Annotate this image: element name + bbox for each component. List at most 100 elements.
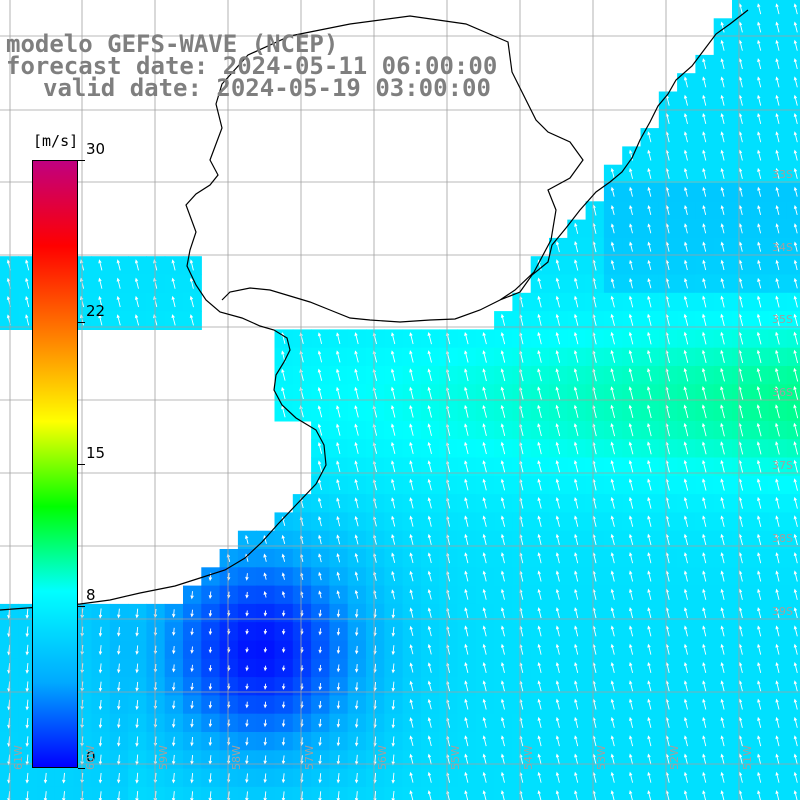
wind-arrow bbox=[555, 349, 561, 363]
wind-arrow bbox=[701, 386, 707, 400]
wind-arrow bbox=[720, 349, 725, 364]
wind-arrow bbox=[464, 515, 469, 527]
wind-arrow bbox=[336, 736, 341, 747]
wind-arrow bbox=[574, 533, 579, 546]
wind-arrow bbox=[775, 753, 780, 765]
wind-arrow bbox=[354, 571, 359, 581]
wind-arrow bbox=[134, 295, 139, 308]
wind-arrow bbox=[409, 698, 414, 710]
wind-arrow bbox=[757, 661, 762, 674]
wind-arrow bbox=[793, 441, 799, 455]
wind-arrow bbox=[775, 39, 780, 51]
wind-arrow bbox=[757, 21, 762, 33]
wind-arrow bbox=[391, 478, 396, 491]
wind-arrow bbox=[409, 735, 414, 747]
wind-arrow bbox=[245, 737, 249, 746]
wind-arrow bbox=[775, 241, 780, 252]
wind-arrow bbox=[555, 295, 560, 308]
longitude-label: 57W bbox=[303, 745, 316, 770]
wind-arrow bbox=[482, 478, 487, 491]
wind-arrow bbox=[683, 790, 688, 800]
wind-arrow bbox=[354, 645, 359, 655]
wind-arrow bbox=[720, 76, 725, 88]
wind-arrow bbox=[738, 552, 743, 564]
wind-arrow bbox=[647, 367, 652, 382]
wind-arrow bbox=[702, 186, 707, 197]
wind-arrow bbox=[683, 149, 688, 161]
wind-arrow bbox=[537, 735, 542, 747]
wind-arrow bbox=[757, 607, 762, 619]
wind-arrow bbox=[775, 698, 780, 710]
wind-arrow bbox=[318, 571, 322, 581]
wind-arrow bbox=[647, 735, 652, 747]
wind-arrow bbox=[555, 515, 560, 527]
wind-arrow bbox=[391, 645, 395, 656]
wind-arrow bbox=[684, 241, 688, 252]
wind-arrow bbox=[555, 368, 561, 382]
wind-arrow bbox=[756, 385, 762, 401]
wind-arrow bbox=[628, 386, 634, 400]
wind-arrow bbox=[318, 646, 322, 654]
wind-arrow bbox=[629, 167, 634, 179]
wind-arrow bbox=[738, 39, 743, 51]
wind-arrow bbox=[683, 167, 688, 179]
wind-arrow bbox=[647, 404, 652, 419]
wind-arrow bbox=[610, 422, 616, 437]
wind-arrow bbox=[573, 386, 579, 400]
wind-arrow bbox=[336, 700, 341, 710]
wind-arrow bbox=[720, 790, 725, 800]
wind-arrow bbox=[537, 349, 542, 363]
wind-arrow bbox=[574, 643, 579, 655]
wind-arrow bbox=[482, 552, 487, 564]
wind-arrow bbox=[537, 277, 542, 289]
wind-arrow bbox=[171, 609, 176, 618]
wind-arrow bbox=[775, 607, 780, 619]
wind-arrow bbox=[245, 591, 249, 599]
wind-arrow bbox=[482, 441, 487, 455]
wind-cell bbox=[786, 713, 800, 733]
wind-arrow bbox=[793, 404, 799, 419]
wind-arrow bbox=[208, 683, 213, 691]
wind-arrow bbox=[391, 608, 395, 619]
wind-arrow bbox=[775, 790, 780, 800]
wind-arrow bbox=[665, 204, 670, 216]
wind-arrow bbox=[793, 367, 799, 382]
wind-arrow bbox=[775, 94, 780, 106]
wind-arrow bbox=[738, 58, 743, 70]
wind-arrow bbox=[482, 423, 487, 437]
wind-arrow bbox=[208, 773, 212, 784]
wind-arrow bbox=[500, 478, 506, 491]
wind-arrow bbox=[409, 497, 414, 509]
wind-arrow bbox=[555, 552, 560, 564]
wind-arrow bbox=[647, 680, 652, 692]
wind-arrow bbox=[628, 496, 634, 509]
wind-arrow bbox=[701, 367, 707, 382]
wind-arrow bbox=[190, 736, 194, 747]
wind-arrow bbox=[98, 314, 103, 326]
wind-arrow bbox=[555, 643, 560, 655]
wind-arrow bbox=[135, 718, 139, 729]
wind-arrow bbox=[720, 386, 725, 400]
wind-cell bbox=[786, 109, 800, 129]
wind-arrow bbox=[281, 405, 286, 418]
wind-arrow bbox=[793, 588, 798, 600]
wind-arrow bbox=[25, 295, 30, 308]
wind-arrow bbox=[757, 698, 762, 710]
wind-arrow bbox=[464, 680, 469, 692]
wind-arrow bbox=[610, 698, 615, 710]
latitude-label: 39S bbox=[772, 605, 793, 618]
wind-arrow bbox=[391, 552, 396, 564]
wind-arrow bbox=[208, 646, 213, 654]
wind-arrow bbox=[391, 681, 395, 692]
wind-arrow bbox=[117, 626, 121, 637]
wind-arrow bbox=[629, 680, 634, 692]
wind-arrow bbox=[720, 496, 725, 509]
wind-arrow bbox=[720, 277, 725, 289]
wind-arrow bbox=[464, 698, 469, 710]
wind-arrow bbox=[647, 295, 652, 308]
wind-arrow bbox=[409, 441, 414, 455]
wind-arrow bbox=[391, 790, 395, 800]
wind-arrow bbox=[354, 609, 359, 619]
wind-arrow bbox=[702, 790, 707, 800]
wind-arrow bbox=[500, 404, 506, 418]
